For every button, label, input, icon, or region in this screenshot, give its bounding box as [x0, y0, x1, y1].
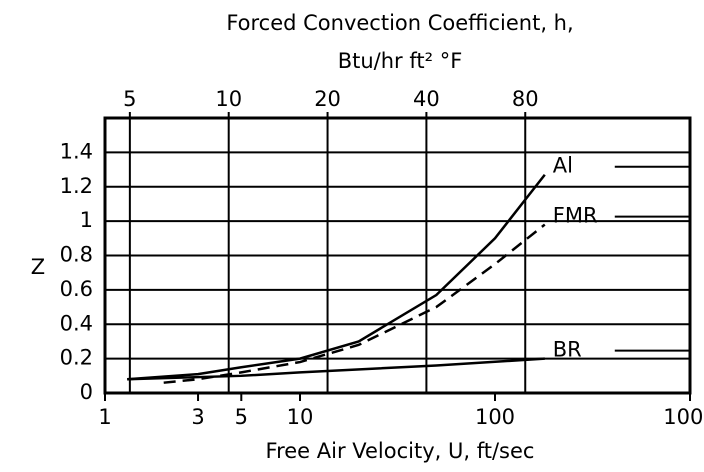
- series-line: [127, 173, 546, 381]
- x2-tick-label: 40: [413, 87, 440, 111]
- y-tick-label: 1.4: [60, 139, 93, 163]
- x2-tick-label: 10: [215, 87, 242, 111]
- x2-tick-label: 20: [314, 87, 341, 111]
- x-tick-label: 3: [191, 405, 204, 429]
- y-tick-label: 1.2: [60, 174, 93, 198]
- y-tick-label: 0.2: [60, 346, 93, 370]
- x-tick-label: 1: [98, 405, 111, 429]
- chart-title: Forced Convection Coefficient, h,: [226, 11, 573, 35]
- series-label: Al: [553, 154, 573, 178]
- x-tick-label: 100: [475, 405, 515, 429]
- x-tick-label: 1000: [663, 405, 704, 429]
- series-line: [127, 357, 545, 381]
- x-tick-label: 10: [287, 405, 314, 429]
- y-tick-label: 0.8: [60, 243, 93, 267]
- y-tick-label: 1: [80, 208, 93, 232]
- x2-tick-label: 80: [512, 87, 539, 111]
- series-label: FMR: [553, 204, 598, 228]
- y-tick-label: 0.4: [60, 311, 93, 335]
- x-axis-label: Free Air Velocity, U, ft/sec: [266, 439, 535, 463]
- series-label: BR: [553, 338, 582, 362]
- y-axis-label: Z: [31, 255, 45, 279]
- y-tick-label: 0: [80, 380, 93, 404]
- chart-subtitle: Btu/hr ft² °F: [338, 49, 463, 73]
- y-tick-label: 0.6: [60, 277, 93, 301]
- x-tick-label: 5: [235, 405, 248, 429]
- x2-tick-label: 5: [123, 87, 136, 111]
